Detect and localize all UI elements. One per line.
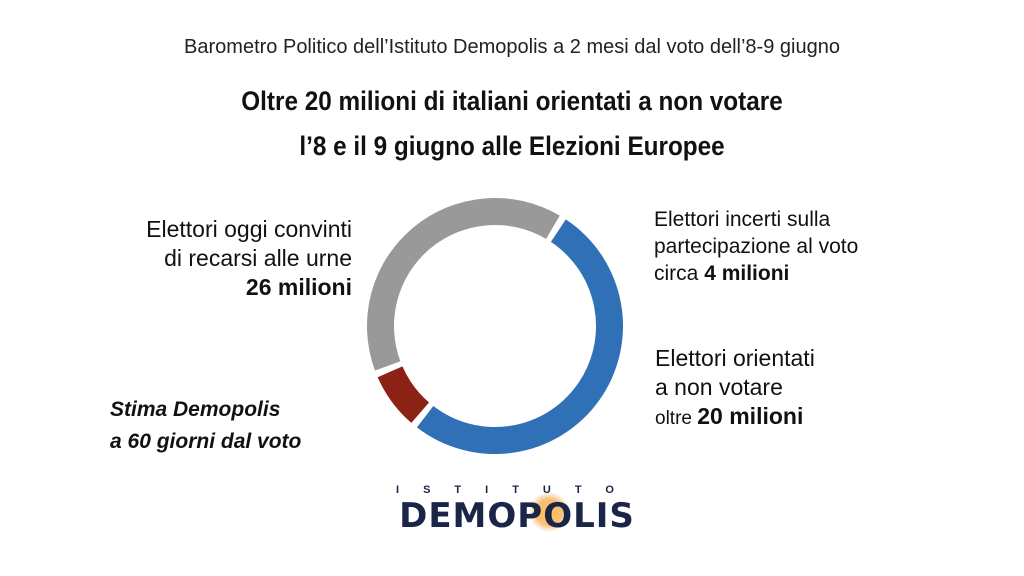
chart-title-line-2: l’8 e il 9 giugno alle Elezioni Europee [299, 131, 725, 161]
label-convinced: Elettori oggi convinti di recarsi alle u… [146, 215, 352, 302]
label-convinced-line-2: di recarsi alle urne [164, 245, 352, 271]
logo-sun-glow [529, 492, 569, 532]
chart-title-line-1: Oltre 20 milioni di italiani orientati a… [241, 86, 783, 116]
logo-top-text: ISTITUTO [396, 484, 638, 496]
label-abstaining: Elettori orientati a non votare oltre 20… [655, 344, 815, 433]
label-convinced-value: 26 milioni [245, 274, 352, 300]
slice-uncertain [377, 366, 430, 423]
label-abstaining-line-1: Elettori orientati [655, 345, 815, 371]
label-uncertain: Elettori incerti sulla partecipazione al… [654, 206, 858, 287]
label-abstaining-value: 20 milioni [697, 403, 804, 429]
label-uncertain-value: 4 milioni [704, 262, 790, 285]
label-convinced-line-1: Elettori oggi convinti [146, 216, 352, 242]
estimate-note-line-1: Stima Demopolis [110, 398, 281, 421]
label-uncertain-line-1: Elettori incerti sulla [654, 208, 831, 231]
slice-abstaining [367, 197, 560, 371]
demopolis-logo: ISTITUTO DEMOPOLIS [386, 484, 648, 536]
label-abstaining-line-2: a non votare [655, 374, 783, 400]
chart-subtitle: Barometro Politico dell’Istituto Demopol… [184, 36, 840, 58]
slice-convinced [416, 219, 623, 454]
label-uncertain-prefix: circa [654, 262, 705, 285]
label-abstaining-prefix: oltre [655, 408, 698, 429]
estimate-note: Stima Demopolis a 60 giorni dal voto [110, 394, 301, 458]
label-uncertain-line-2: partecipazione al voto [654, 235, 859, 258]
logo-main-text: DEMOPOLIS [399, 496, 635, 536]
estimate-note-line-2: a 60 giorni dal voto [110, 430, 302, 453]
